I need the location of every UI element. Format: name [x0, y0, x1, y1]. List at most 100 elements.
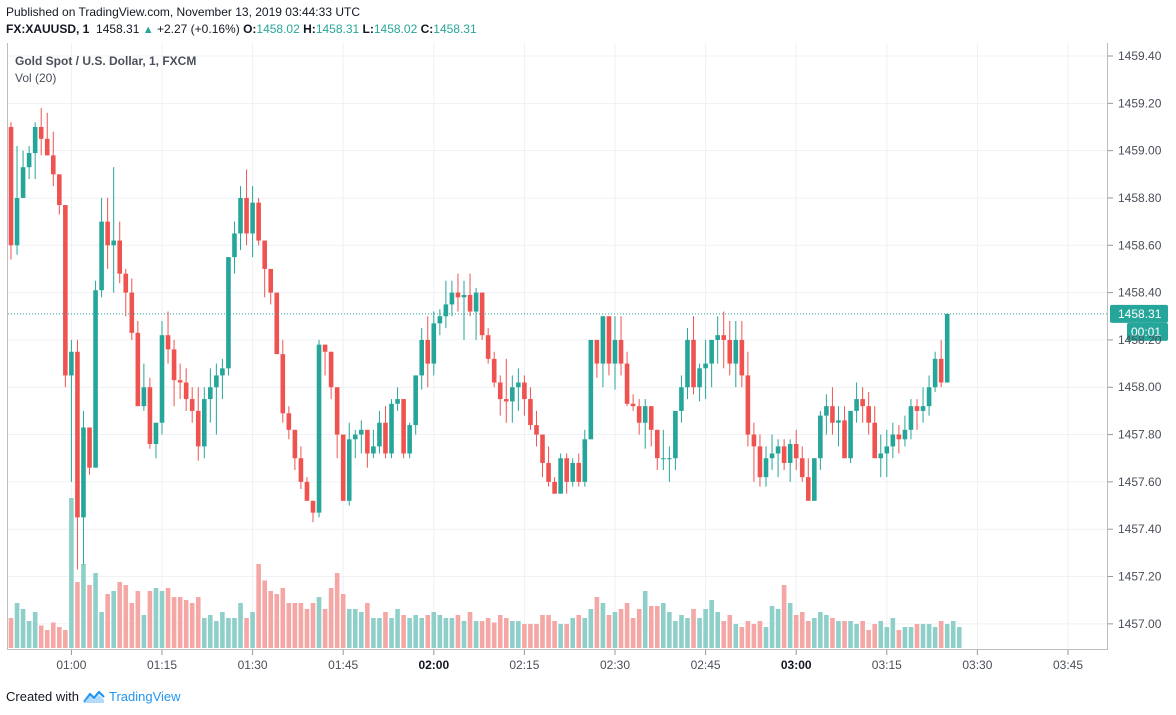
candle-body: [926, 387, 932, 407]
footer: Created with TradingView: [6, 689, 181, 704]
y-tick-label: 1457.60: [1118, 475, 1162, 489]
x-tick-label: 03:00: [781, 658, 812, 672]
high-value: 1458.31: [315, 22, 360, 36]
volume-bar: [902, 627, 908, 648]
volume-bar: [679, 615, 684, 648]
y-tick-label: 1458.80: [1118, 191, 1162, 205]
candle-body: [510, 387, 515, 402]
tradingview-link[interactable]: TradingView: [108, 689, 181, 704]
candle-body: [244, 197, 249, 234]
candle-body: [232, 233, 237, 258]
candle-body: [824, 406, 829, 416]
volume-bar: [81, 564, 86, 648]
volume-bar: [407, 618, 412, 648]
volume-bar: [304, 609, 310, 648]
volume-bar: [654, 606, 660, 648]
open-label: O:: [243, 22, 257, 36]
candle-body: [87, 427, 92, 468]
volume-bar: [510, 621, 515, 648]
candle-body: [582, 439, 588, 482]
candle-body: [262, 240, 267, 269]
volume-bar: [836, 621, 841, 648]
candle-body: [437, 316, 443, 324]
candle-body: [44, 138, 50, 156]
chart-grid: [8, 43, 1107, 650]
volume-bar: [842, 621, 847, 648]
candle-body: [721, 335, 727, 340]
volume-bar: [618, 609, 624, 648]
candle-body: [606, 316, 612, 364]
candle-body: [365, 429, 370, 454]
volume-bar: [268, 591, 274, 648]
volume-bar: [926, 624, 932, 648]
candle-body: [522, 382, 527, 400]
volume-bar: [99, 612, 104, 648]
candle-body: [932, 358, 938, 388]
candle-body: [908, 406, 914, 430]
candle-body: [443, 304, 449, 317]
volume-bar: [425, 615, 431, 648]
volume-bar: [195, 597, 201, 648]
candle-body: [781, 446, 787, 463]
volume-bar: [322, 609, 328, 648]
candle-body: [703, 363, 708, 369]
volume-bar: [528, 624, 533, 648]
candle-body: [485, 335, 491, 359]
candle-body: [69, 351, 74, 376]
volume-bar: [153, 588, 159, 648]
volume-bar: [262, 580, 267, 648]
volume-bar: [944, 624, 950, 648]
candle-body: [274, 292, 280, 355]
candle-body: [775, 446, 781, 454]
candle-body: [352, 434, 358, 440]
candle-body: [836, 420, 841, 423]
candle-body: [135, 332, 141, 407]
candle-body: [805, 477, 811, 501]
candle-body: [818, 415, 823, 459]
volume-bar: [564, 624, 569, 648]
volume-bar: [830, 618, 835, 648]
volume-bar: [636, 609, 642, 648]
candle-body: [793, 444, 799, 459]
candle-body: [129, 292, 135, 333]
volume-bar: [522, 624, 527, 648]
candle-body: [570, 462, 576, 482]
candle-body: [812, 458, 817, 501]
candle-body: [473, 292, 479, 312]
volume-bar: [799, 612, 805, 648]
candle-body: [425, 339, 431, 364]
volume-bar: [479, 621, 485, 648]
volume-bar: [455, 615, 461, 648]
candle-body: [359, 429, 364, 435]
candle-body: [491, 358, 497, 383]
close-value: 1458.31: [433, 22, 477, 36]
candle-body: [226, 257, 231, 369]
volume-bar: [824, 615, 829, 648]
candle-body: [26, 153, 32, 168]
volume-bar: [69, 498, 74, 648]
volume-bar: [292, 603, 298, 648]
price-axis: 1459.40 1459.20 1459.00 1458.80 1458.60 1458.…: [1108, 49, 1162, 631]
volume-bar: [280, 588, 286, 648]
volume-bar: [648, 606, 654, 648]
volume-bar: [920, 624, 926, 648]
y-tick-label: 1458.20: [1118, 333, 1162, 347]
x-tick-label: 02:00: [418, 658, 449, 672]
candle-body: [81, 427, 86, 518]
volume-bar: [588, 609, 594, 648]
candle-body: [654, 429, 660, 459]
candle-body: [630, 403, 636, 407]
candle-body: [431, 323, 437, 364]
candle-body: [208, 387, 213, 400]
volume-bar: [189, 603, 195, 648]
candle-body: [691, 339, 696, 388]
candle-body: [286, 413, 292, 430]
volume-bar: [642, 591, 648, 648]
volume-bar: [775, 609, 781, 648]
volume-bar: [769, 606, 775, 648]
candle-body: [419, 339, 425, 376]
volume-bar: [703, 609, 708, 648]
candle-body: [558, 458, 563, 494]
volume-bar: [805, 621, 811, 648]
